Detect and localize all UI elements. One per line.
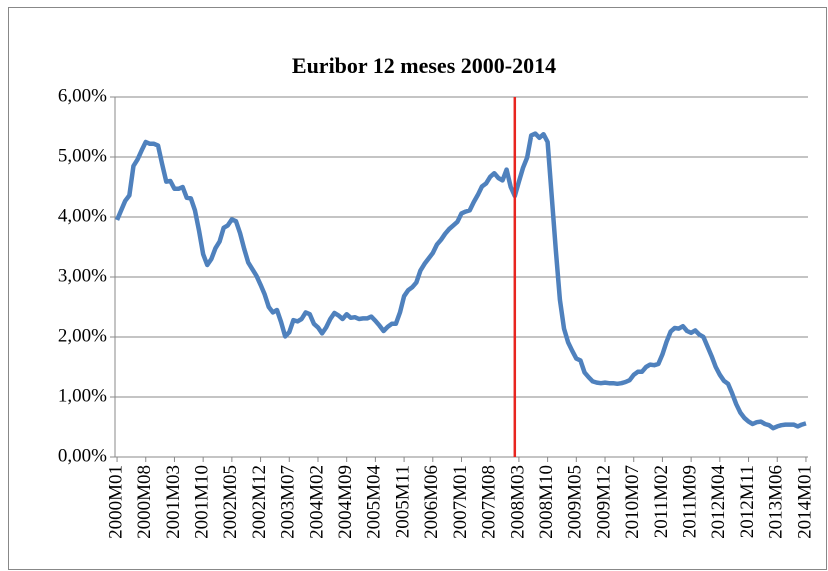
x-tick-label: 2000M08 <box>134 465 155 539</box>
x-tick-label: 2003M07 <box>278 465 299 539</box>
x-tick-label: 2000M01 <box>105 465 126 539</box>
x-tick-label: 2010M07 <box>622 465 643 539</box>
x-tick-label: 2013M06 <box>766 465 787 539</box>
y-tick-label: 4,00% <box>58 205 107 226</box>
chart-title: Euribor 12 meses 2000-2014 <box>292 53 556 78</box>
x-tick-label: 2005M11 <box>392 465 413 538</box>
y-tick-label: 2,00% <box>58 325 107 346</box>
y-tick-label: 6,00% <box>58 85 107 106</box>
x-tick-label: 2006M06 <box>421 465 442 539</box>
x-tick-label: 2002M05 <box>220 465 241 539</box>
y-tick-label: 1,00% <box>58 385 107 406</box>
x-tick-label: 2004M09 <box>335 465 356 539</box>
x-tick-label: 2011M02 <box>651 465 672 538</box>
x-tick-label: 2004M02 <box>306 465 327 539</box>
x-tick-label: 2001M03 <box>163 465 184 539</box>
x-tick-label: 2012M11 <box>737 465 758 538</box>
x-tick-label: 2007M08 <box>479 465 500 539</box>
x-tick-label: 2012M04 <box>708 465 729 539</box>
x-tick-label: 2007M01 <box>450 465 471 539</box>
y-tick-label: 5,00% <box>58 145 107 166</box>
x-tick-label: 2009M12 <box>593 465 614 539</box>
x-tick-label: 2014M01 <box>794 465 815 539</box>
x-tick-label: 2005M04 <box>364 465 385 539</box>
x-tick-label: 2002M12 <box>249 465 270 539</box>
x-tick-label: 2001M10 <box>192 465 213 539</box>
x-tick-label: 2011M09 <box>679 465 700 538</box>
x-tick-label: 2009M05 <box>565 465 586 539</box>
y-tick-label: 0,00% <box>58 445 107 466</box>
chart-border <box>8 7 827 570</box>
y-tick-label: 3,00% <box>58 265 107 286</box>
line-series <box>114 131 807 431</box>
x-tick-label: 2008M10 <box>536 465 557 539</box>
x-tick-label: 2008M03 <box>507 465 528 539</box>
